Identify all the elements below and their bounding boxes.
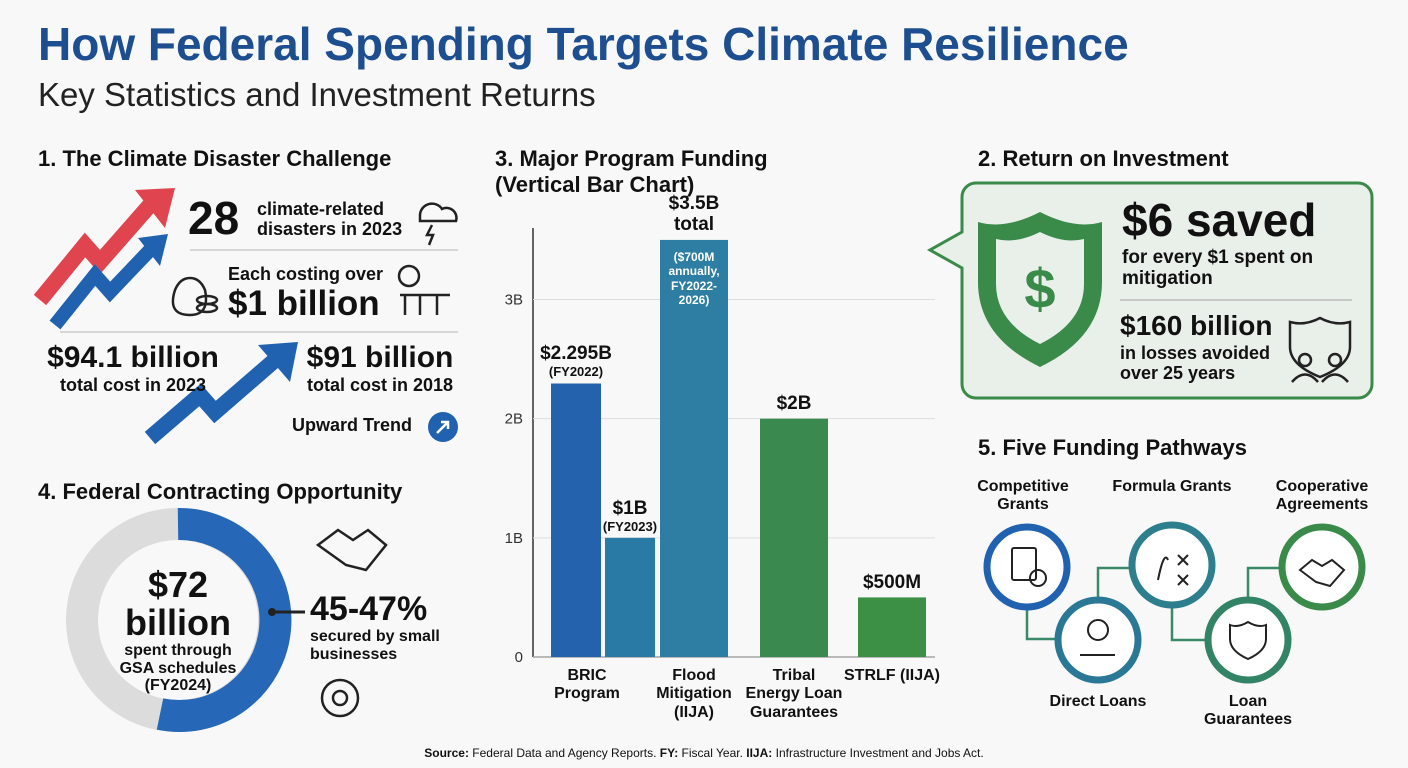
bar-label-group: $2.295B (FY2022)	[526, 343, 626, 380]
stat-text: total cost in 2023	[59, 375, 207, 395]
bar	[605, 537, 655, 657]
connector-dot	[268, 608, 276, 616]
bar-value-label: $1B	[612, 497, 648, 519]
x-tick-label: STRLF (IIJA)	[844, 667, 940, 684]
bar-note: ($700M annually, FY2022-2026)	[668, 249, 720, 308]
bar-label-group: $2B	[744, 392, 844, 415]
roi-value: $6 saved	[1122, 194, 1317, 246]
trend-label: Upward Trend	[292, 415, 413, 435]
y-tick-label: 1B	[505, 530, 523, 547]
share-value: 45-47%	[310, 590, 428, 628]
stat-text: Each costing over	[228, 264, 384, 284]
pathway-icons	[1011, 547, 1346, 661]
svg-text:$: $	[1024, 257, 1055, 320]
bar-label-group: $1B (FY2023)	[580, 497, 680, 534]
pathway-nodes	[983, 521, 1366, 684]
x-tick-label: BRIC Program	[554, 667, 620, 703]
bar-label-group: $500M	[842, 571, 942, 594]
stat-value: $1 billion	[228, 284, 380, 323]
page-subtitle: Key Statistics and Investment Returns	[38, 76, 596, 113]
pathway-label: Formula Grants	[1112, 478, 1232, 495]
bar	[660, 239, 728, 657]
y-tick-label: 0	[515, 649, 523, 666]
pathway-links	[1025, 566, 1280, 642]
footer-key: Source:	[424, 746, 469, 760]
section-title: 4. Federal Contracting Opportunity	[38, 479, 403, 504]
losses-value: $160 billion	[1120, 310, 1273, 341]
footer: Source: Federal Data and Agency Reports.…	[0, 746, 1408, 760]
donut-text: spent through GSA schedules (FY2024)	[119, 642, 237, 695]
pathway-label: Cooperative Agreements	[1275, 478, 1369, 513]
stat-text: total cost in 2018	[306, 375, 454, 395]
bar-value-label: $2.295B	[540, 343, 612, 365]
footer-key: IIJA:	[746, 746, 773, 760]
chart-title: 3. Major Program Funding (Vertical Bar C…	[495, 146, 768, 197]
pathway-label: Direct Loans	[1049, 693, 1147, 710]
bar	[551, 383, 601, 657]
bar-value-label: $3.5B total	[668, 193, 720, 236]
donut-arc	[156, 507, 292, 732]
bar-label-group: $3.5B total	[644, 193, 744, 236]
losses-text: in losses avoided over 25 years	[1120, 343, 1271, 383]
y-tick-label: 3B	[505, 292, 523, 309]
bar	[760, 418, 828, 657]
section-title: 5. Five Funding Pathways	[978, 435, 1247, 460]
donut-value: $72 billion	[125, 564, 231, 643]
section-title: 2. Return on Investment	[978, 146, 1229, 171]
stat-value: $91 billion	[306, 341, 454, 374]
bar-value-label: $2B	[776, 392, 812, 414]
x-tick-label: Tribal Energy Loan Guarantees	[745, 667, 843, 721]
stat-value: 28	[188, 192, 240, 244]
share-text: secured by small businesses	[310, 628, 440, 663]
section-title: 1. The Climate Disaster Challenge	[38, 146, 392, 171]
pathway-label: Competitive Grants	[977, 478, 1069, 513]
footer-text: Federal Data and Agency Reports.	[472, 746, 657, 760]
footer-key: FY:	[659, 746, 679, 760]
footer-text: Fiscal Year.	[681, 746, 743, 760]
y-tick-label: 2B	[505, 411, 523, 428]
trend-arrows	[33, 188, 298, 445]
pathway-label: Loan Guarantees	[1203, 693, 1293, 728]
x-tick-label: Flood Mitigation (IIJA)	[656, 667, 732, 721]
bar-note: (FY2022)	[548, 364, 604, 380]
stat-value: $94.1 billion	[47, 341, 219, 374]
icons	[171, 202, 458, 718]
stat-text: climate-related disasters in 2023	[257, 199, 403, 239]
page-title: How Federal Spending Targets Climate Res…	[38, 18, 1129, 70]
footer-text: Infrastructure Investment and Jobs Act.	[775, 746, 984, 760]
bar-note: (FY2023)	[602, 518, 658, 534]
bar-value-label: $500M	[862, 571, 922, 593]
bar	[858, 597, 926, 657]
roi-text: for every $1 spent on mitigation	[1122, 247, 1314, 289]
people-icon	[1288, 316, 1352, 383]
